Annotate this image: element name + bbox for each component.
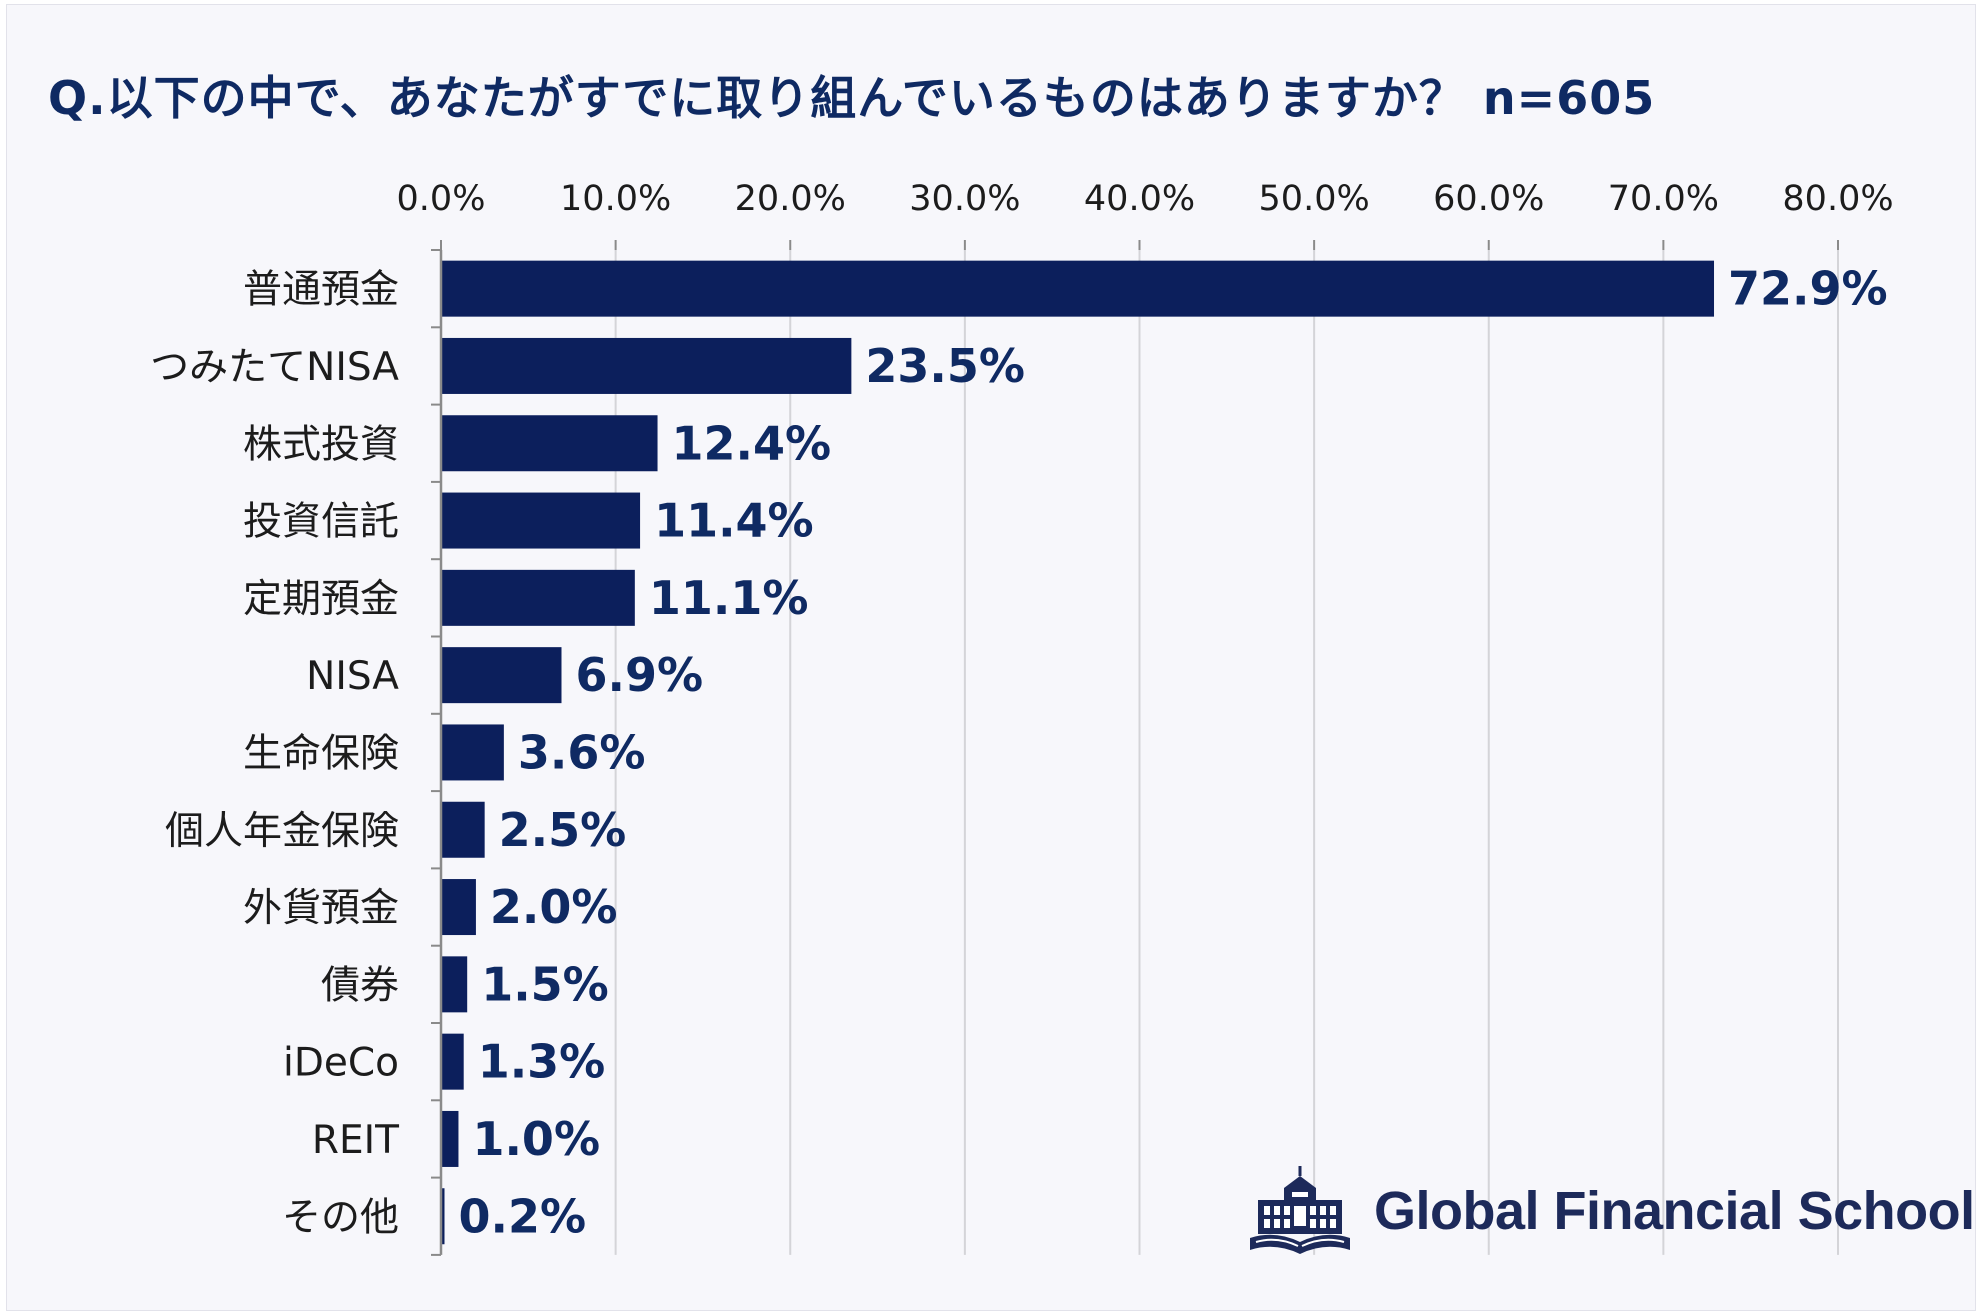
x-tick-label: 80.0% (1782, 179, 1893, 219)
data-label: 2.0% (490, 880, 618, 934)
bar (441, 879, 476, 936)
data-label: 6.9% (575, 648, 703, 702)
bar (441, 956, 468, 1013)
data-label: 11.4% (654, 494, 814, 548)
brand-name: Global Financial School (1374, 1181, 1975, 1241)
category-label: 債券 (321, 963, 399, 1008)
x-tick-label: 40.0% (1084, 179, 1195, 219)
category-label: NISA (306, 654, 399, 699)
category-label: 生命保険 (243, 731, 399, 776)
x-tick-label: 70.0% (1608, 179, 1719, 219)
chart-title: Q.以下の中で、あなたがすでに取り組んでいるものはありますか？ n=605 (48, 71, 1656, 125)
bar (441, 647, 562, 704)
category-axis (431, 249, 443, 1256)
data-label: 0.2% (458, 1189, 586, 1243)
data-label: 1.0% (472, 1112, 600, 1166)
data-label: 1.5% (481, 957, 609, 1011)
category-label: 個人年金保険 (165, 809, 399, 854)
data-label: 72.9% (1728, 262, 1888, 316)
x-tick-label: 20.0% (735, 179, 846, 219)
category-label: 株式投資 (243, 422, 399, 467)
bar (441, 801, 485, 858)
category-label: 定期預金 (243, 577, 399, 622)
data-label: 11.1% (649, 571, 809, 625)
category-label: つみたてNISA (150, 345, 399, 390)
x-tick-label: 30.0% (909, 179, 1020, 219)
category-label: REIT (312, 1118, 399, 1163)
school-building-book-icon (1250, 1166, 1350, 1254)
x-tick-label: 10.0% (560, 179, 671, 219)
chart-card (6, 4, 1976, 1311)
data-label: 1.3% (478, 1035, 606, 1089)
bar (441, 1188, 445, 1245)
data-label: 12.4% (672, 416, 832, 470)
bars (441, 260, 1715, 1245)
data-label: 23.5% (865, 339, 1025, 393)
category-label: その他 (282, 1195, 399, 1240)
x-tick-label: 60.0% (1433, 179, 1544, 219)
bar (441, 260, 1715, 317)
bar (441, 337, 852, 394)
category-label: iDeCo (283, 1041, 399, 1086)
bar (441, 1110, 459, 1167)
labels: 0.0% 10.0% 20.0% 30.0% 40.0% 50.0% 60.0% 70.0% 8… (150, 179, 1893, 1243)
bar (441, 492, 641, 549)
bar (441, 724, 504, 781)
data-label: 2.5% (499, 803, 627, 857)
x-tick-label: 0.0% (397, 179, 486, 219)
bar (441, 415, 658, 472)
category-label: 普通預金 (243, 268, 399, 313)
bar (441, 1033, 464, 1090)
category-label: 投資信託 (243, 500, 399, 545)
brand-logo: Global Financial School (1248, 1164, 1975, 1258)
data-label: 3.6% (518, 725, 646, 779)
category-label: 外貨預金 (243, 886, 399, 931)
x-tick-label: 50.0% (1259, 179, 1370, 219)
bar (441, 569, 635, 626)
